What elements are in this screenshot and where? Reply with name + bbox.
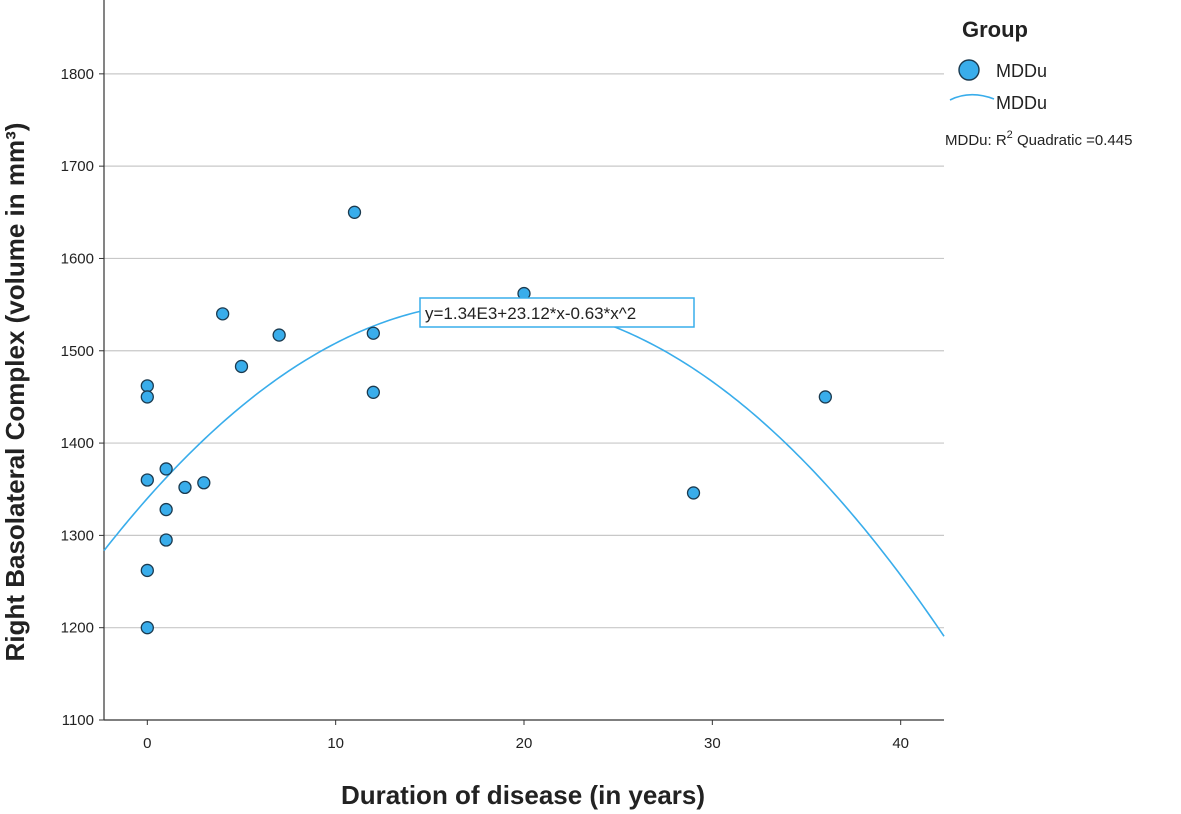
x-tick-label-20: 20	[516, 735, 533, 752]
data-point-3	[140, 563, 154, 578]
data-point-14	[366, 326, 380, 340]
x-tick-label-0: 0	[143, 735, 151, 752]
legend-marker-line	[949, 93, 995, 101]
data-point-17	[686, 486, 701, 500]
equation-text: y=1.34E3+23.12*x-0.63*x^2	[425, 304, 636, 323]
data-point-10	[216, 307, 230, 321]
data-point-12	[272, 328, 286, 342]
x-tick-label-10: 10	[327, 735, 344, 752]
y-axis-ticks: 1100 1200 1300 1400 1500 1600 1700 1800	[61, 66, 104, 729]
data-point-11	[234, 359, 249, 374]
data-point-13	[347, 205, 362, 219]
data-point-2	[140, 473, 154, 487]
r-squared-label: MDDu: R2 Quadratic =0.445	[945, 129, 1132, 149]
x-axis-title: Duration of disease (in years)	[341, 780, 705, 810]
y-tick-label-1400: 1400	[61, 435, 94, 452]
legend-title: Group	[962, 17, 1028, 42]
x-axis-ticks: 0 10 20 30 40	[143, 720, 909, 752]
y-tick-label-1500: 1500	[61, 343, 94, 360]
quadratic-fit-line	[103, 301, 945, 637]
x-tick-label-30: 30	[704, 735, 721, 752]
legend-label-fit: MDDu	[996, 93, 1047, 113]
y-tick-label-1300: 1300	[61, 527, 94, 544]
data-points	[140, 205, 832, 635]
equation-box	[419, 297, 695, 328]
y-tick-label-1200: 1200	[61, 620, 94, 637]
gridlines	[104, 73, 944, 629]
r-squared-prefix: MDDu: R	[945, 132, 1007, 149]
legend: Group MDDu MDDu MDDu: R2 Quadratic =0.44…	[945, 17, 1132, 149]
x-tick-label-40: 40	[892, 735, 909, 752]
data-point-8	[178, 480, 192, 495]
legend-marker-circle	[958, 59, 980, 81]
data-point-18	[818, 390, 832, 404]
equation-annotation: y=1.34E3+23.12*x-0.63*x^2	[419, 297, 695, 328]
legend-label-points: MDDu	[996, 61, 1047, 81]
r-squared-suffix: Quadratic =0.445	[1013, 132, 1133, 149]
r-squared-superscript: 2	[1007, 129, 1013, 141]
data-point-9	[197, 476, 211, 490]
data-point-6	[159, 502, 173, 517]
data-point-7	[159, 533, 173, 547]
y-tick-label-1100: 1100	[62, 712, 94, 729]
data-point-4	[140, 621, 154, 635]
data-point-5	[159, 462, 173, 476]
data-point-15	[366, 385, 380, 399]
y-tick-label-1800: 1800	[61, 66, 94, 83]
data-point-0	[140, 379, 154, 393]
y-axis-title: Right Basolateral Complex (volume in mm³…	[0, 123, 30, 662]
y-tick-label-1600: 1600	[61, 250, 94, 267]
y-tick-label-1700: 1700	[61, 158, 94, 175]
data-point-1	[140, 390, 154, 404]
